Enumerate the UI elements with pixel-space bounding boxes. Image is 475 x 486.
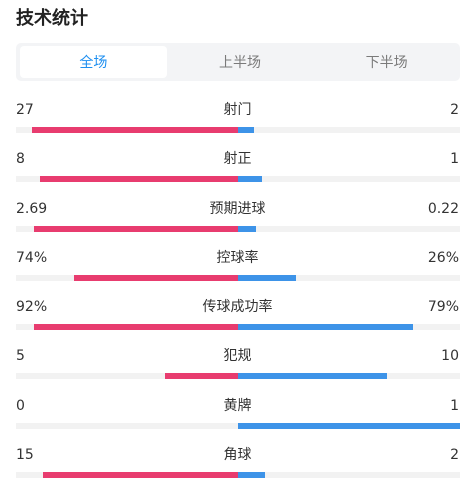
stat-row-shots-on-target: 8 射正 1 bbox=[0, 150, 475, 200]
stat-bar-track bbox=[16, 423, 460, 429]
stat-row-shots: 27 射门 2 bbox=[0, 101, 475, 151]
home-value: 5 bbox=[16, 348, 25, 364]
home-value: 74% bbox=[16, 250, 48, 266]
away-bar bbox=[238, 423, 460, 429]
page-title: 技术统计 bbox=[16, 8, 88, 29]
away-value: 2 bbox=[450, 447, 459, 463]
tab-second-half[interactable]: 下半场 bbox=[365, 55, 408, 71]
stat-name: 预期进球 bbox=[209, 201, 266, 217]
stat-row-expected-goals: 2.69 预期进球 0.22 bbox=[0, 200, 475, 250]
away-value: 10 bbox=[441, 348, 459, 364]
stat-bar-track bbox=[16, 275, 460, 281]
stat-row-fouls: 5 犯规 10 bbox=[0, 347, 475, 397]
stat-row-corners: 15 角球 2 bbox=[0, 446, 475, 486]
away-bar bbox=[238, 176, 262, 182]
home-value: 15 bbox=[16, 447, 34, 463]
away-value: 2 bbox=[450, 102, 459, 118]
home-bar bbox=[40, 176, 238, 182]
home-value: 8 bbox=[16, 151, 25, 167]
stat-row-possession: 74% 控球率 26% bbox=[0, 249, 475, 299]
away-value: 1 bbox=[450, 151, 459, 167]
home-bar bbox=[34, 324, 238, 330]
away-value: 26% bbox=[427, 250, 459, 266]
home-value: 27 bbox=[16, 102, 34, 118]
home-bar bbox=[34, 226, 238, 232]
stat-name: 黄牌 bbox=[223, 398, 252, 414]
stat-bar-track bbox=[16, 373, 460, 379]
home-bar bbox=[74, 275, 238, 281]
stat-name: 角球 bbox=[223, 447, 252, 463]
away-value: 79% bbox=[427, 299, 459, 315]
stat-row-pass-accuracy: 92% 传球成功率 79% bbox=[0, 298, 475, 348]
stat-bar-track bbox=[16, 176, 460, 182]
home-value: 0 bbox=[16, 398, 25, 414]
away-bar bbox=[238, 226, 256, 232]
period-tabs: 全场 上半场 下半场 bbox=[16, 43, 460, 81]
stat-row-yellow-cards: 0 黄牌 1 bbox=[0, 397, 475, 447]
away-bar bbox=[238, 324, 413, 330]
stat-name: 控球率 bbox=[216, 250, 259, 266]
away-value: 1 bbox=[450, 398, 459, 414]
away-bar bbox=[238, 275, 296, 281]
home-bar bbox=[165, 373, 238, 379]
stat-bar-track bbox=[16, 226, 460, 232]
stat-bar-track bbox=[16, 472, 460, 478]
away-value: 0.22 bbox=[427, 201, 459, 217]
tab-first-half[interactable]: 上半场 bbox=[219, 55, 261, 71]
away-bar bbox=[238, 472, 265, 478]
stat-name: 射正 bbox=[223, 151, 252, 167]
stat-name: 射门 bbox=[223, 102, 252, 118]
stat-bar-track bbox=[16, 127, 460, 133]
home-value: 92% bbox=[16, 299, 48, 315]
stat-bar-track bbox=[16, 324, 460, 330]
stat-name: 传球成功率 bbox=[202, 299, 273, 315]
home-value: 2.69 bbox=[16, 201, 48, 217]
tab-full-match[interactable]: 全场 bbox=[20, 46, 167, 78]
away-bar bbox=[238, 373, 387, 379]
home-bar bbox=[43, 472, 238, 478]
home-bar bbox=[32, 127, 238, 133]
away-bar bbox=[238, 127, 254, 133]
stat-name: 犯规 bbox=[223, 348, 252, 364]
